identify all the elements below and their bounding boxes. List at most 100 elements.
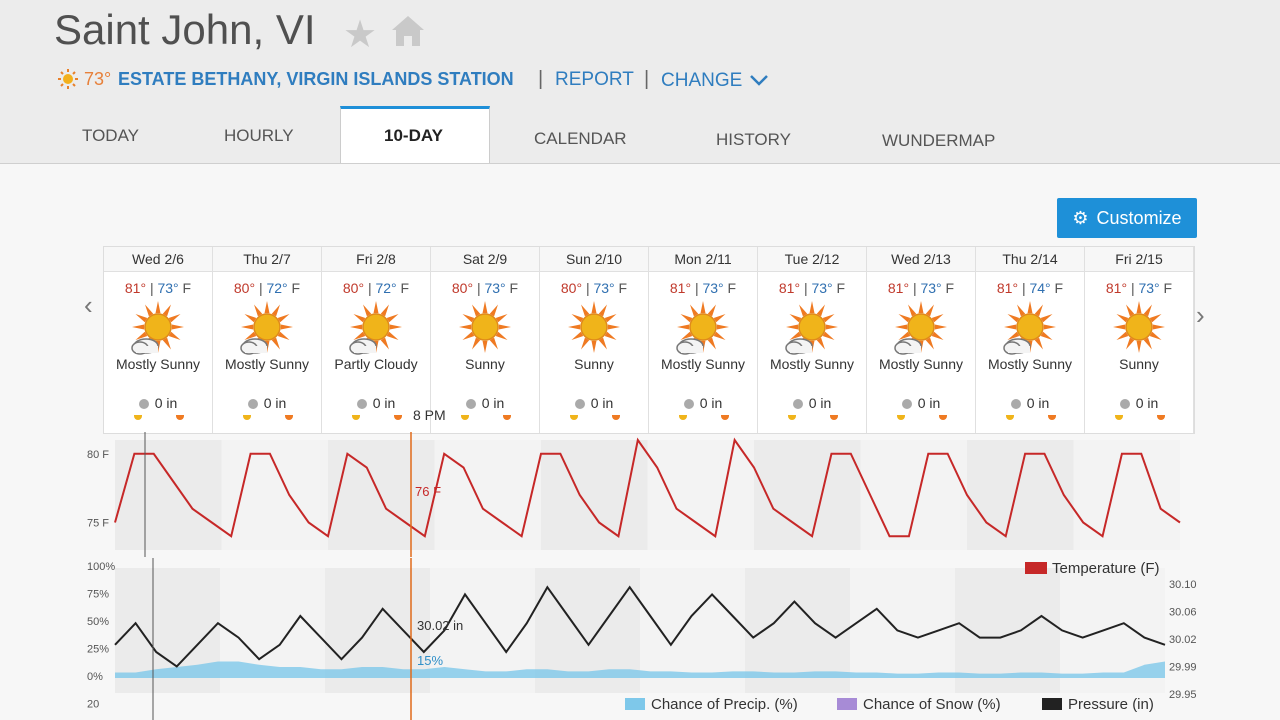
home-icon[interactable] xyxy=(390,14,426,53)
customize-label: Customize xyxy=(1096,207,1182,228)
raindrop-icon xyxy=(792,399,803,410)
tab-hourly[interactable]: HOURLY xyxy=(224,126,294,145)
day-band xyxy=(541,440,648,550)
high-temp: 81° xyxy=(778,280,801,296)
high-temp: 81° xyxy=(887,280,910,296)
day-date: Sun 2/10 xyxy=(540,247,648,272)
day-date: Thu 2/7 xyxy=(213,247,321,272)
raindrop-icon xyxy=(1010,399,1021,410)
sunrise-sunset-markers xyxy=(243,415,293,421)
cursor-precip-label: 15% xyxy=(417,653,443,668)
high-temp: 80° xyxy=(451,280,474,296)
legend-label: Chance of Snow (%) xyxy=(863,696,1001,713)
high-temp: 80° xyxy=(342,280,365,296)
day-date: Sat 2/9 xyxy=(431,247,539,272)
day-condition: Sunny xyxy=(1119,356,1159,372)
day-condition: Mostly Sunny xyxy=(115,356,201,372)
day-temps: 80° | 72° F xyxy=(342,280,410,296)
previous-days-arrow[interactable]: ‹ xyxy=(84,290,93,320)
mostly-sunny-icon xyxy=(782,300,842,356)
temp-unit: F xyxy=(618,280,628,296)
low-temp: 72° xyxy=(375,280,397,296)
low-temp: 73° xyxy=(811,280,833,296)
precip-pressure-chart[interactable]: 100% 75% 50% 25% 0% 20 30.10 30.06 30.02 29.99 29.… xyxy=(85,558,1215,720)
tab-wundermap[interactable]: WUNDERMAP xyxy=(882,131,996,150)
day-temps: 81° | 73° F xyxy=(1105,280,1173,296)
tab-history[interactable]: HISTORY xyxy=(716,130,791,149)
tab-divider xyxy=(0,163,1280,164)
temp-unit: F xyxy=(945,280,955,296)
legend-swatch xyxy=(625,698,645,710)
raindrop-icon xyxy=(356,399,367,410)
precip-area xyxy=(115,661,1165,678)
customize-button[interactable]: ⚙ Customize xyxy=(1057,198,1197,238)
y-right-tick-label: 29.99 xyxy=(1169,662,1197,674)
day-temps: 80° | 73° F xyxy=(560,280,628,296)
day-band xyxy=(967,440,1074,550)
day-date: Wed 2/6 xyxy=(104,247,212,272)
day-temps: 80° | 73° F xyxy=(451,280,519,296)
day-band xyxy=(647,440,754,550)
forecast-day[interactable]: Fri 2/15 81° | 73° F Sunny 0 in xyxy=(1085,247,1194,433)
low-temp: 74° xyxy=(1029,280,1051,296)
y-tick-label: 80 F xyxy=(87,449,109,461)
sunrise-sunset-markers xyxy=(679,415,729,421)
day-temps: 80° | 72° F xyxy=(233,280,301,296)
day-condition: Mostly Sunny xyxy=(878,356,964,372)
temperature-line xyxy=(114,437,1181,538)
cursor-temp-label: 76 F xyxy=(415,484,441,499)
forecast-day[interactable]: Tue 2/12 81° | 73° F Mostly Sunny 0 in xyxy=(758,247,867,433)
day-date: Thu 2/14 xyxy=(976,247,1084,272)
temp-unit: F xyxy=(836,280,846,296)
mostly-sunny-icon xyxy=(128,300,188,356)
tab-calendar[interactable]: CALENDAR xyxy=(534,129,627,148)
forecast-day[interactable]: Thu 2/7 80° | 72° F Mostly Sunny 0 in xyxy=(213,247,322,433)
tab-today[interactable]: TODAY xyxy=(82,126,139,145)
page-title: Saint John, VI xyxy=(54,6,316,53)
forecast-day[interactable]: Mon 2/11 81° | 73° F Mostly Sunny 0 in xyxy=(649,247,758,433)
day-band xyxy=(1073,440,1180,550)
high-temp: 80° xyxy=(233,280,256,296)
forecast-day[interactable]: Wed 2/6 81° | 73° F Mostly Sunny 0 in xyxy=(104,247,213,433)
chevron-down-icon[interactable] xyxy=(748,70,770,90)
sun-icon xyxy=(58,69,78,89)
forecast-day[interactable]: Fri 2/8 80° | 72° F Partly Cloudy 0 in xyxy=(322,247,431,433)
partly-cloudy-icon xyxy=(346,300,406,356)
legend-swatch xyxy=(1042,698,1062,710)
forecast-day[interactable]: Sun 2/10 80° | 73° F Sunny 0 in xyxy=(540,247,649,433)
forecast-day[interactable]: Thu 2/14 81° | 74° F Mostly Sunny 0 in xyxy=(976,247,1085,433)
raindrop-icon xyxy=(465,399,476,410)
next-days-arrow[interactable]: › xyxy=(1196,300,1205,330)
low-temp: 72° xyxy=(266,280,288,296)
precip-amount: 0 in xyxy=(322,395,430,411)
tab-10-day[interactable]: 10-DAY xyxy=(384,126,443,145)
forecast-day[interactable]: Sat 2/9 80° | 73° F Sunny 0 in xyxy=(431,247,540,433)
day-condition: Sunny xyxy=(574,356,614,372)
change-station-link[interactable]: CHANGE xyxy=(661,70,743,91)
cursor-time-label: 8 PM xyxy=(413,407,446,423)
day-temps: 81° | 74° F xyxy=(996,280,1064,296)
y-left-tick-label: 20 xyxy=(87,699,99,711)
day-condition: Sunny xyxy=(465,356,505,372)
precip-amount: 0 in xyxy=(976,395,1084,411)
precip-amount: 0 in xyxy=(431,395,539,411)
day-condition: Mostly Sunny xyxy=(660,356,746,372)
day-band xyxy=(955,568,1060,693)
favorite-star-icon[interactable]: ★ xyxy=(343,14,378,56)
report-link[interactable]: REPORT xyxy=(555,69,634,90)
precip-amount: 0 in xyxy=(1085,395,1193,411)
y-left-tick-label: 50% xyxy=(87,616,109,628)
raindrop-icon xyxy=(1119,399,1130,410)
day-condition: Mostly Sunny xyxy=(224,356,310,372)
forecast-day[interactable]: Wed 2/13 81° | 73° F Mostly Sunny 0 in xyxy=(867,247,976,433)
temperature-chart[interactable]: 80 F 75 F 76 F xyxy=(85,432,1195,557)
temp-unit: F xyxy=(509,280,519,296)
high-temp: 80° xyxy=(560,280,583,296)
day-condition: Mostly Sunny xyxy=(987,356,1073,372)
temp-unit: F xyxy=(1163,280,1173,296)
sunrise-sunset-markers xyxy=(1115,415,1165,421)
station-link[interactable]: ESTATE BETHANY, VIRGIN ISLANDS STATION xyxy=(118,69,514,89)
sunrise-sunset-markers xyxy=(461,415,511,421)
legend-temperature-swatch xyxy=(1025,562,1047,574)
tab-active-highlight xyxy=(340,106,490,169)
